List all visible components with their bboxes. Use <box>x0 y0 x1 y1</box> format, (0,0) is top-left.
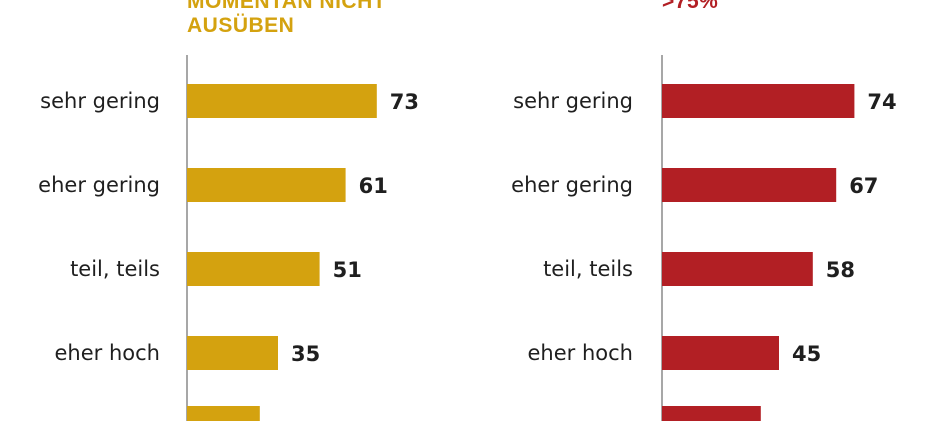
bar-right-4 <box>662 336 779 370</box>
bar-right-2 <box>662 168 837 202</box>
chart-title-right: >75% <box>662 0 719 13</box>
category-label-left-2: eher gering <box>38 173 160 197</box>
bar-left-4 <box>187 336 278 370</box>
value-label-right-1: 74 <box>867 90 896 114</box>
bar-right-3 <box>662 252 813 286</box>
bar-left-5 <box>187 406 260 421</box>
chart-title-left: MOMENTAN NICHT AUSÜBEN <box>187 0 387 37</box>
value-label-left-1: 73 <box>390 90 419 114</box>
bar-left-1 <box>187 84 377 118</box>
value-label-right-2: 67 <box>849 174 878 198</box>
category-label-left-3: teil, teils <box>70 257 160 281</box>
bar-right-1 <box>662 84 855 118</box>
bar-left-2 <box>187 168 346 202</box>
bar-right-5 <box>662 406 761 421</box>
value-label-right-4: 45 <box>792 342 821 366</box>
category-label-right-1: sehr gering <box>513 89 633 113</box>
bar-left-3 <box>187 252 320 286</box>
category-label-right-4: eher hoch <box>528 341 633 365</box>
value-label-left-4: 35 <box>291 342 320 366</box>
value-label-left-3: 51 <box>333 258 362 282</box>
category-label-left-1: sehr gering <box>40 89 160 113</box>
category-label-right-3: teil, teils <box>543 257 633 281</box>
category-label-right-2: eher gering <box>511 173 633 197</box>
category-label-left-4: eher hoch <box>55 341 160 365</box>
value-label-left-2: 61 <box>359 174 388 198</box>
value-label-right-3: 58 <box>826 258 855 282</box>
